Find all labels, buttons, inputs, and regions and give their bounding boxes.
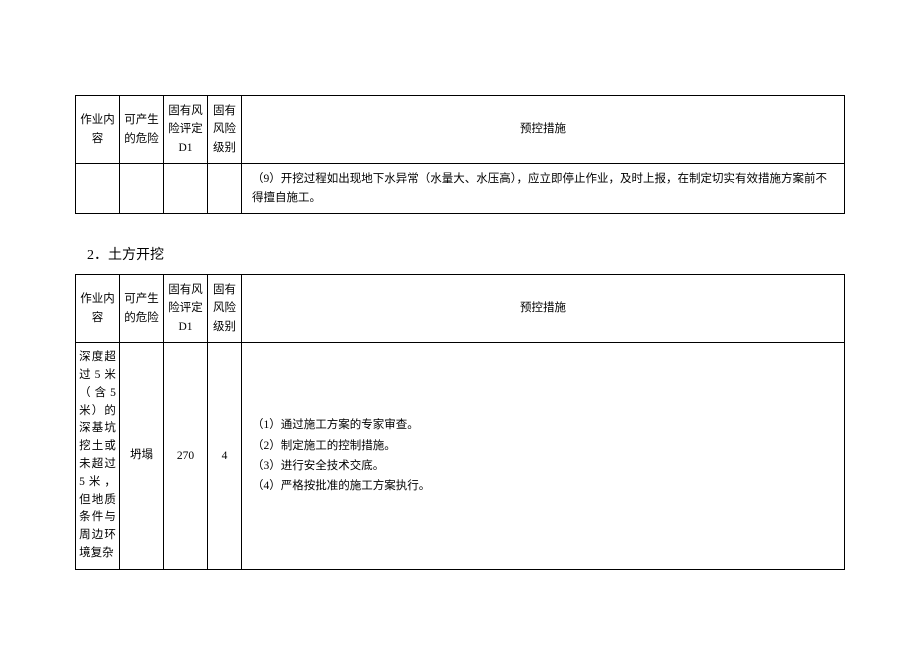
col-header-work: 作业内容 xyxy=(76,96,120,164)
table-header-row: 作业内容 可产生的危险 固有风险评定D1 固有风险级别 预控措施 xyxy=(76,274,845,342)
measure-2: （2）制定施工的控制措施。 xyxy=(252,437,834,455)
cell-level: 4 xyxy=(208,343,242,570)
cell-d1: 270 xyxy=(164,343,208,570)
document-page: 作业内容 可产生的危险 固有风险评定D1 固有风险级别 预控措施 （9）开挖过程… xyxy=(0,0,920,570)
cell-work xyxy=(76,164,120,214)
col-header-level: 固有风险级别 xyxy=(208,274,242,342)
col-header-d1: 固有风险评定D1 xyxy=(164,274,208,342)
col-header-risk: 可产生的危险 xyxy=(120,96,164,164)
risk-table-2: 作业内容 可产生的危险 固有风险评定D1 固有风险级别 预控措施 深度超过5米（… xyxy=(75,274,845,570)
cell-risk: 坍塌 xyxy=(120,343,164,570)
col-header-measures: 预控措施 xyxy=(242,274,845,342)
cell-level xyxy=(208,164,242,214)
measure-1: （1）通过施工方案的专家审查。 xyxy=(252,416,834,434)
risk-table-1: 作业内容 可产生的危险 固有风险评定D1 固有风险级别 预控措施 （9）开挖过程… xyxy=(75,95,845,214)
col-header-risk: 可产生的危险 xyxy=(120,274,164,342)
section-2-title: 2．土方开挖 xyxy=(87,244,845,264)
table-row: 深度超过5米（含5米）的深基坑挖土或未超过5米，但地质条件与周边环境复杂 坍塌 … xyxy=(76,343,845,570)
col-header-d1: 固有风险评定D1 xyxy=(164,96,208,164)
table-row: （9）开挖过程如出现地下水异常（水量大、水压高），应立即停止作业，及时上报，在制… xyxy=(76,164,845,214)
cell-risk xyxy=(120,164,164,214)
col-header-level: 固有风险级别 xyxy=(208,96,242,164)
cell-d1 xyxy=(164,164,208,214)
measure-3: （3）进行安全技术交底。 xyxy=(252,457,834,475)
measure-4: （4）严格按批准的施工方案执行。 xyxy=(252,477,834,495)
cell-work: 深度超过5米（含5米）的深基坑挖土或未超过5米，但地质条件与周边环境复杂 xyxy=(76,343,120,570)
col-header-measures: 预控措施 xyxy=(242,96,845,164)
cell-measures: （1）通过施工方案的专家审查。 （2）制定施工的控制措施。 （3）进行安全技术交… xyxy=(242,343,845,570)
table-header-row: 作业内容 可产生的危险 固有风险评定D1 固有风险级别 预控措施 xyxy=(76,96,845,164)
cell-measures: （9）开挖过程如出现地下水异常（水量大、水压高），应立即停止作业，及时上报，在制… xyxy=(242,164,845,214)
col-header-work: 作业内容 xyxy=(76,274,120,342)
